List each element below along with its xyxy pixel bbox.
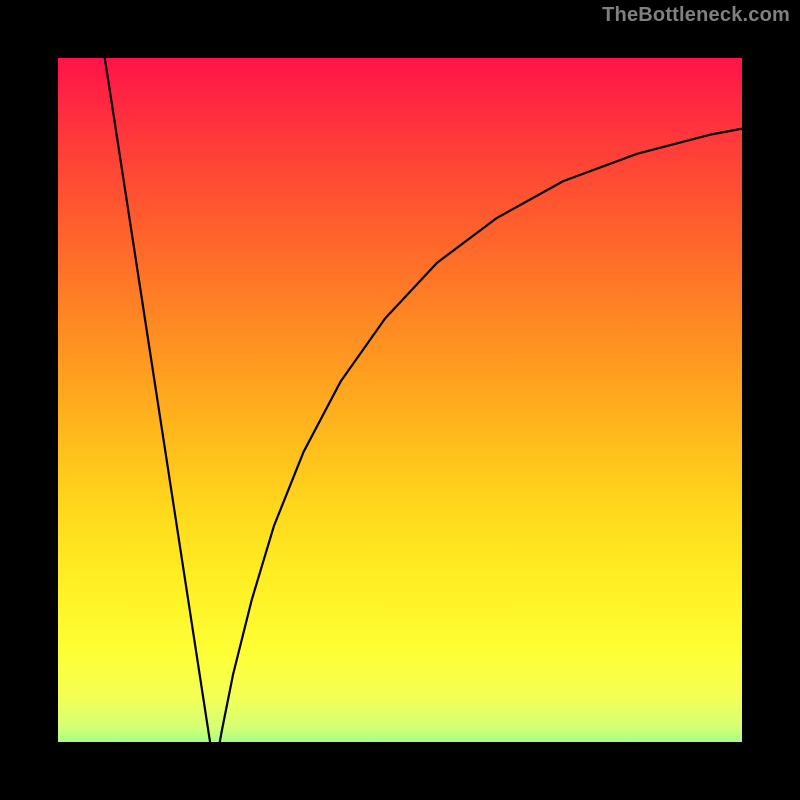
chart-container: TheBottleneck.com bbox=[0, 0, 800, 800]
bottleneck-chart bbox=[0, 0, 800, 800]
watermark-text: TheBottleneck.com bbox=[602, 4, 790, 27]
gradient-background bbox=[29, 29, 771, 771]
